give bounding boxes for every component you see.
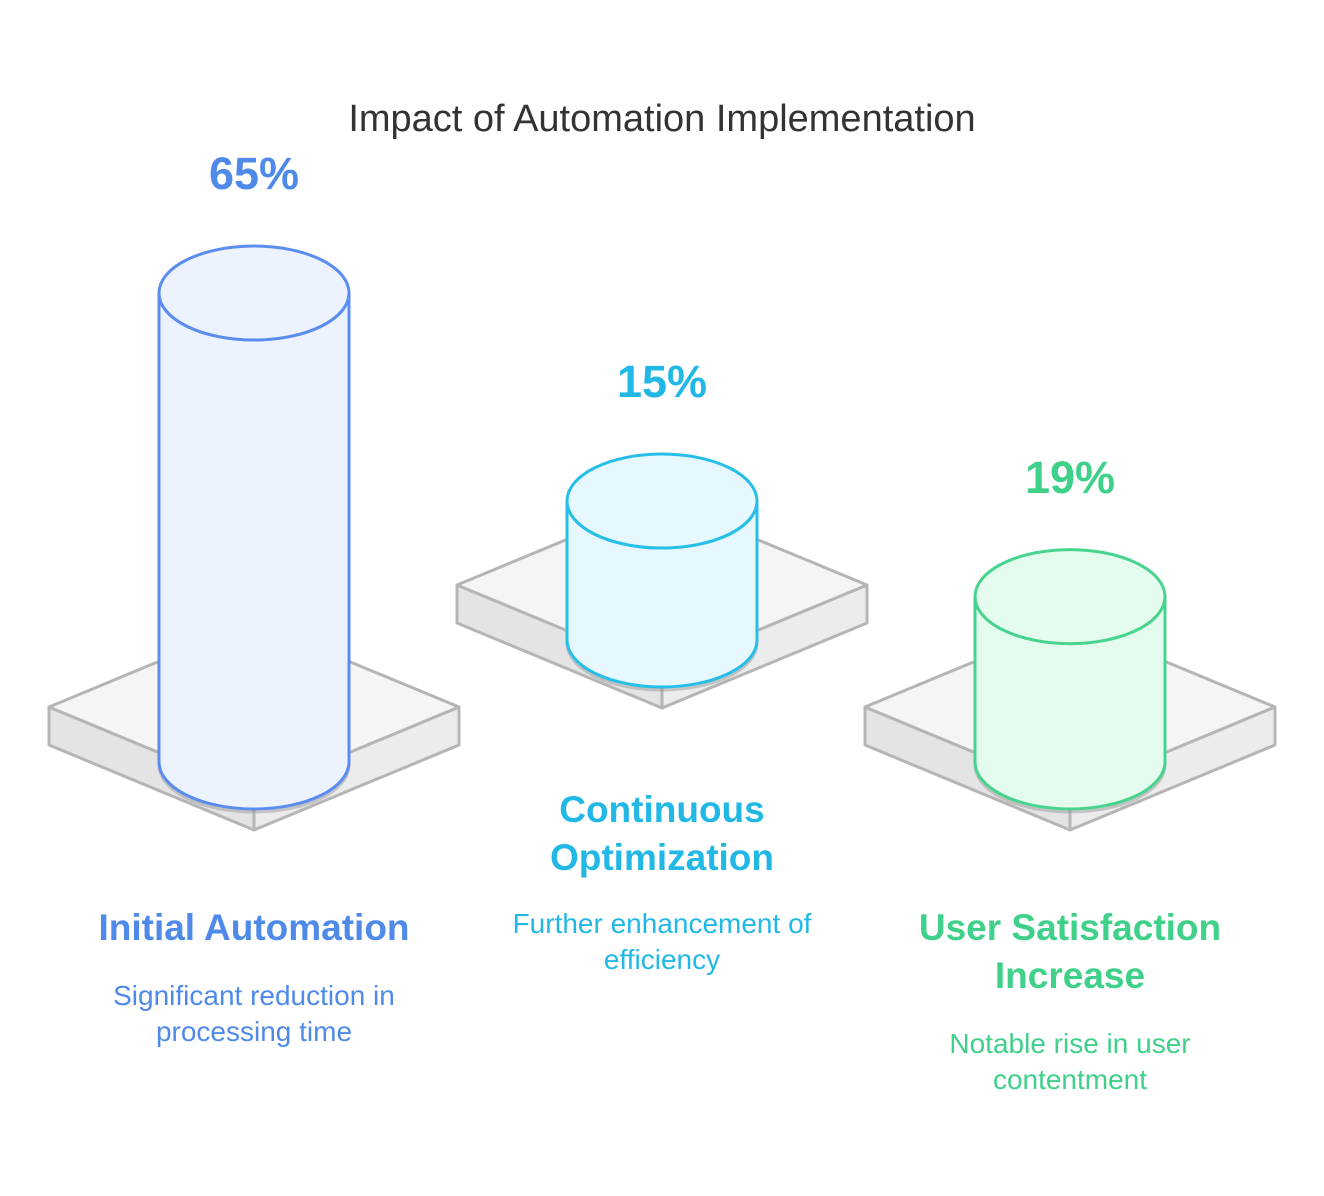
chart-title: Impact of Automation Implementation [348,98,976,140]
value-label-continuous-optimization: 15% [616,356,708,407]
description-user-satisfaction: Notable rise in user contentment [949,1028,1191,1095]
bar-cylinder-top-initial-automation [157,244,351,342]
bar-cylinder-top-continuous-optimization [565,452,759,550]
value-label-initial-automation: 65% [208,148,300,199]
bar-cylinder-initial-automation [157,291,351,811]
category-label-initial-automation: Initial Automation [98,907,410,948]
category-label-continuous-optimization: Continuous Optimization [549,789,775,878]
bar-cylinder-top-user-satisfaction-increase [973,548,1167,646]
description-continuous-optimization: Further enhancement of efficiency [512,908,812,975]
value-label-user-satisfaction: 19% [1024,451,1116,503]
description-initial-automation: Significant reduction in processing time [113,980,395,1047]
category-label-user-satisfaction: User Satisfaction Increase [918,907,1222,996]
